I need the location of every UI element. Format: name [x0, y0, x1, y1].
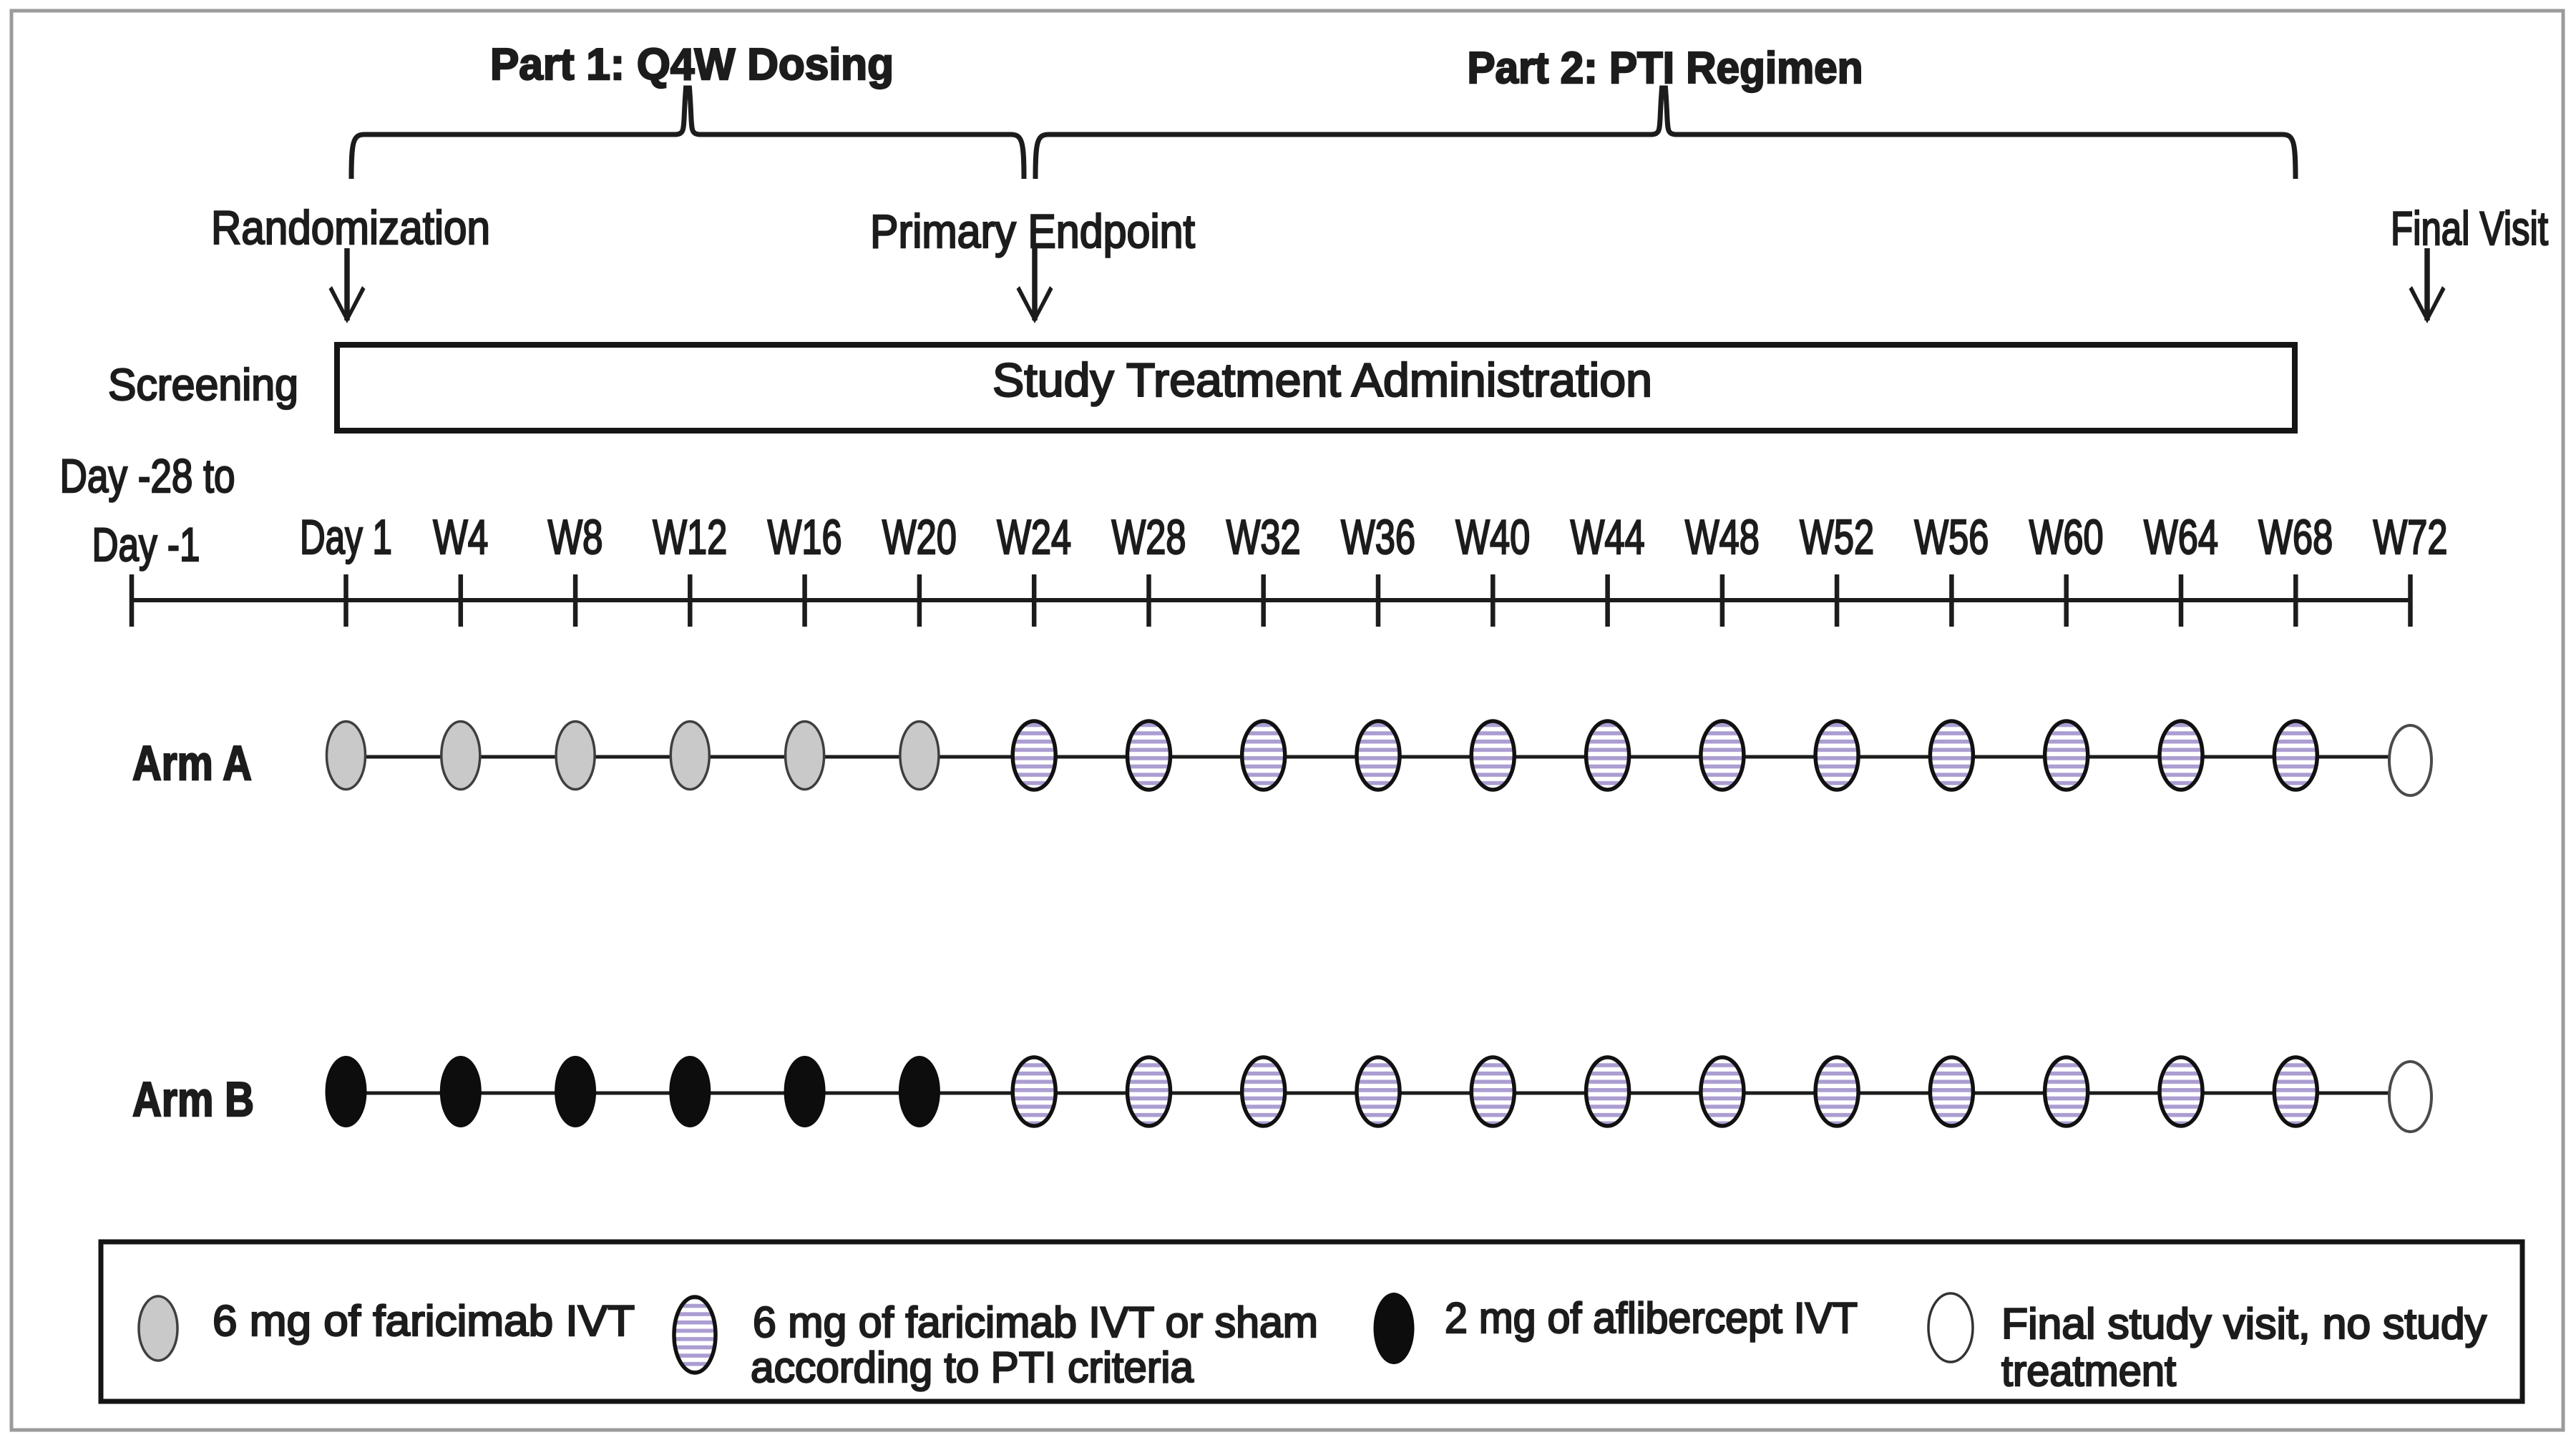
- svg-text:Screening: Screening: [108, 361, 298, 410]
- svg-text:W8: W8: [548, 510, 603, 564]
- svg-text:Arm A: Arm A: [132, 736, 252, 790]
- svg-text:6 mg of faricimab IVT or sham: 6 mg of faricimab IVT or sham: [753, 1298, 1318, 1346]
- svg-text:W44: W44: [1571, 510, 1645, 564]
- svg-text:W4: W4: [433, 510, 488, 564]
- svg-text:Final study visit, no study: Final study visit, no study: [2001, 1300, 2487, 1348]
- svg-text:W68: W68: [2258, 510, 2333, 564]
- svg-text:2 mg of aflibercept IVT: 2 mg of aflibercept IVT: [1445, 1294, 1858, 1342]
- svg-text:W12: W12: [653, 510, 727, 564]
- svg-text:W24: W24: [997, 510, 1071, 564]
- svg-text:Study Treatment Administration: Study Treatment Administration: [992, 353, 1652, 406]
- svg-text:W16: W16: [768, 510, 842, 564]
- svg-text:W72: W72: [2373, 510, 2448, 564]
- svg-text:Final Visit: Final Visit: [2391, 202, 2548, 255]
- svg-text:W20: W20: [882, 510, 957, 564]
- svg-text:Day 1: Day 1: [300, 510, 392, 564]
- svg-text:W56: W56: [1914, 510, 1989, 564]
- svg-text:6 mg of faricimab IVT: 6 mg of faricimab IVT: [213, 1297, 635, 1345]
- svg-text:Part 2: PTI Regimen: Part 2: PTI Regimen: [1468, 44, 1863, 93]
- svg-text:Arm B: Arm B: [132, 1072, 254, 1127]
- svg-text:Day -1: Day -1: [92, 518, 200, 571]
- svg-text:W48: W48: [1685, 510, 1760, 564]
- svg-text:treatment: treatment: [2001, 1347, 2176, 1395]
- svg-text:W32: W32: [1226, 510, 1301, 564]
- svg-text:W52: W52: [1800, 510, 1874, 564]
- svg-text:Part 1: Q4W Dosing: Part 1: Q4W Dosing: [490, 40, 894, 89]
- svg-text:W28: W28: [1112, 510, 1186, 564]
- svg-text:Primary Endpoint: Primary Endpoint: [870, 205, 1195, 258]
- svg-text:W64: W64: [2144, 510, 2218, 564]
- svg-text:Randomization: Randomization: [211, 201, 490, 254]
- svg-text:W60: W60: [2029, 510, 2104, 564]
- svg-text:W36: W36: [1341, 510, 1415, 564]
- svg-text:Day -28 to: Day -28 to: [60, 449, 235, 502]
- svg-text:W40: W40: [1455, 510, 1530, 564]
- svg-text:according to PTI criteria: according to PTI criteria: [751, 1343, 1194, 1391]
